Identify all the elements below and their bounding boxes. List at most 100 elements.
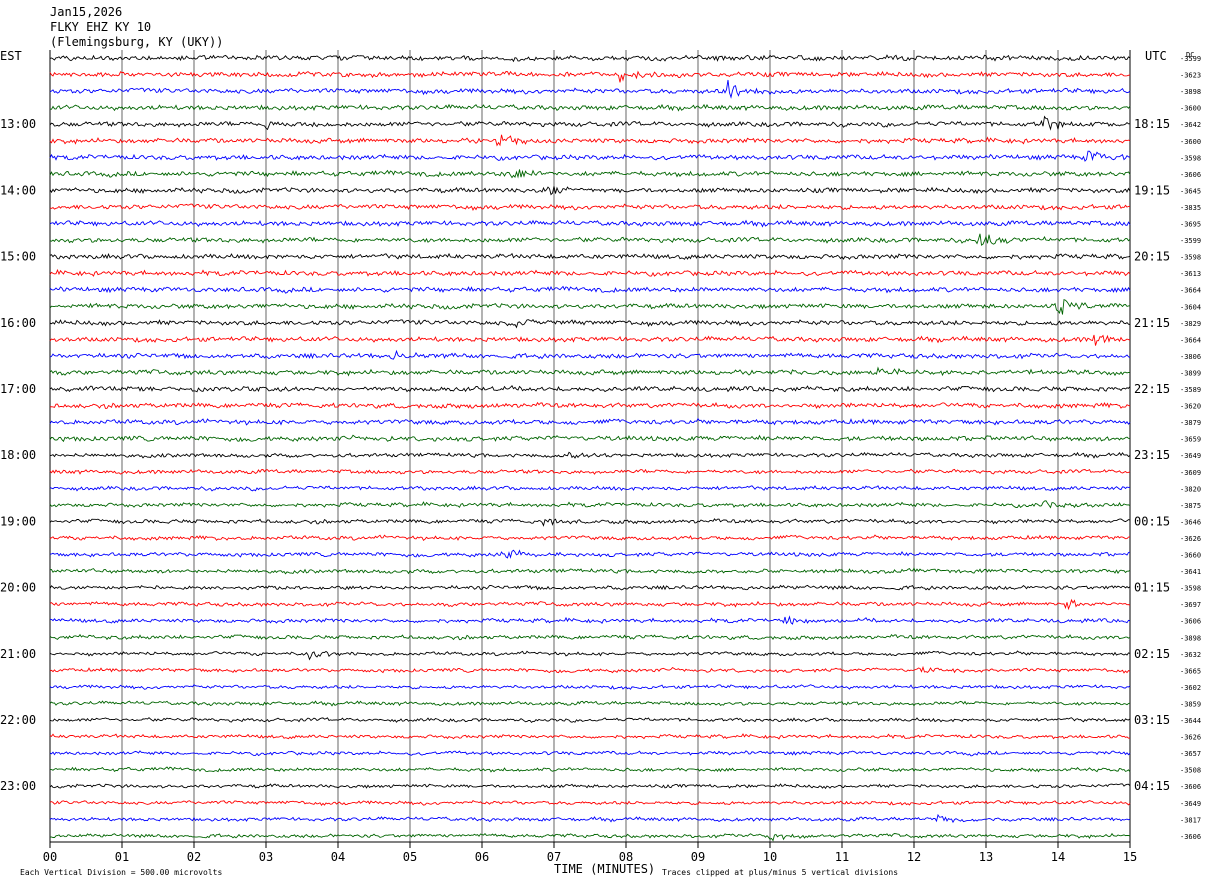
trace-row-33	[49, 598, 1131, 611]
trace-row-45	[49, 800, 1131, 806]
dc-offset-label: -3508	[1180, 767, 1201, 775]
trace-row-20	[49, 385, 1131, 393]
dc-label: DC	[1186, 51, 1194, 59]
left-hour-label: 16:00	[0, 316, 36, 330]
x-tick-label: 15	[1123, 850, 1137, 864]
trace-row-11	[49, 233, 1131, 246]
right-timezone-label: UTC	[1145, 49, 1167, 63]
dc-offset-label: -3604	[1180, 303, 1201, 311]
trace-row-35	[49, 633, 1131, 641]
left-hour-label: 15:00	[0, 250, 36, 264]
trace-row-25	[49, 468, 1131, 475]
dc-offset-label: -3697	[1180, 601, 1201, 609]
location-label: (Flemingsburg, KY (UKY))	[50, 35, 223, 49]
trace-row-41	[49, 733, 1131, 740]
x-tick-label: 10	[763, 850, 777, 864]
trace-row-24	[49, 451, 1131, 459]
dc-offset-label: -3642	[1180, 121, 1201, 129]
dc-offset-label: -3879	[1180, 419, 1201, 427]
dc-offset-label: -3600	[1180, 138, 1201, 146]
right-hour-label: 01:15	[1134, 581, 1170, 595]
trace-row-21	[49, 401, 1131, 410]
trace-row-0	[49, 54, 1131, 63]
right-hour-label: 21:15	[1134, 316, 1170, 330]
x-tick-label: 00	[43, 850, 57, 864]
left-hour-labels: 13:00 14:00 15:00 16:00 17:00 18:00 19:00 20:00…	[0, 117, 36, 793]
x-tick-label: 07	[547, 850, 561, 864]
x-axis-title: TIME (MINUTES)	[554, 862, 655, 876]
x-tick-label: 13	[979, 850, 993, 864]
dc-offset-label: -3641	[1180, 568, 1201, 576]
trace-row-42	[49, 750, 1131, 757]
dc-offset-label: -3632	[1180, 651, 1201, 659]
dc-offset-label: -3602	[1180, 684, 1201, 692]
trace-row-30	[49, 549, 1131, 559]
trace-row-37	[49, 665, 1131, 674]
left-hour-label: 20:00	[0, 581, 36, 595]
trace-row-16	[49, 318, 1131, 329]
trace-row-8	[49, 186, 1131, 196]
right-hour-label: 04:15	[1134, 779, 1170, 793]
trace-row-40	[49, 717, 1131, 724]
right-hour-label: 19:15	[1134, 183, 1170, 197]
left-hour-label: 14:00	[0, 183, 36, 197]
dc-offset-label: -3649	[1180, 452, 1201, 460]
trace-row-22	[49, 417, 1131, 426]
right-hour-label: 02:15	[1134, 647, 1170, 661]
trace-row-6	[49, 150, 1131, 162]
left-timezone-label: EST	[0, 49, 22, 63]
x-tick-label: 02	[187, 850, 201, 864]
trace-row-32	[49, 584, 1131, 591]
trace-row-7	[49, 169, 1131, 179]
trace-row-12	[49, 252, 1131, 261]
dc-offset-label: -3899	[1180, 369, 1201, 377]
right-hour-label: 20:15	[1134, 250, 1170, 264]
left-hour-label: 19:00	[0, 514, 36, 528]
trace-row-47	[49, 832, 1131, 842]
dc-offset-label: -3645	[1180, 187, 1201, 195]
dc-offset-label: -3600	[1180, 105, 1201, 113]
dc-offset-label: -3626	[1180, 734, 1201, 742]
dc-offset-label: -3820	[1180, 485, 1201, 493]
trace-row-27	[49, 500, 1131, 509]
dc-offset-label: -3817	[1180, 816, 1201, 824]
trace-row-38	[49, 684, 1131, 690]
dc-offset-label: -3589	[1180, 386, 1201, 394]
x-tick-label: 03	[259, 850, 273, 864]
trace-row-29	[49, 534, 1131, 541]
trace-row-31	[49, 567, 1131, 575]
right-hour-label: 18:15	[1134, 117, 1170, 131]
dc-offset-label: -3898	[1180, 88, 1201, 96]
left-hour-label: 21:00	[0, 647, 36, 661]
left-hour-label: 18:00	[0, 448, 36, 462]
trace-row-14	[49, 285, 1131, 294]
dc-offset-label: -3598	[1180, 154, 1201, 162]
left-hour-label: 17:00	[0, 382, 36, 396]
dc-offset-label: -3623	[1180, 72, 1201, 80]
dc-offset-label: -3598	[1180, 585, 1201, 593]
trace-row-18	[49, 349, 1131, 360]
dc-offset-label: -3835	[1180, 204, 1201, 212]
trace-row-46	[49, 813, 1131, 824]
dc-offset-label: -3859	[1180, 700, 1201, 708]
x-tick-label: 01	[115, 850, 129, 864]
trace-row-19	[49, 366, 1131, 377]
trace-row-39	[49, 700, 1131, 707]
trace-group	[49, 54, 1131, 842]
dc-offset-label: -3665	[1180, 667, 1201, 675]
dc-offset-label: -3609	[1180, 469, 1201, 477]
right-hour-label: 22:15	[1134, 382, 1170, 396]
dc-offset-label: -3806	[1180, 353, 1201, 361]
dc-offset-label: -3829	[1180, 320, 1201, 328]
dc-offset-labels: -3599 -3623 -3898 -3600 -3642 -3600 -3598 -3606…	[1180, 55, 1201, 841]
dc-offset-label: -3599	[1180, 55, 1201, 63]
right-hour-label: 00:15	[1134, 514, 1170, 528]
dc-offset-label: -3660	[1180, 552, 1201, 560]
trace-row-26	[49, 485, 1131, 492]
trace-row-10	[49, 219, 1131, 228]
right-hour-labels: 18:15 19:15 20:15 21:15 22:15 23:15 00:15 01:15…	[1134, 117, 1170, 793]
trace-row-28	[49, 518, 1131, 527]
trace-row-3	[49, 103, 1131, 112]
left-hour-label: 23:00	[0, 779, 36, 793]
right-hour-label: 23:15	[1134, 448, 1170, 462]
